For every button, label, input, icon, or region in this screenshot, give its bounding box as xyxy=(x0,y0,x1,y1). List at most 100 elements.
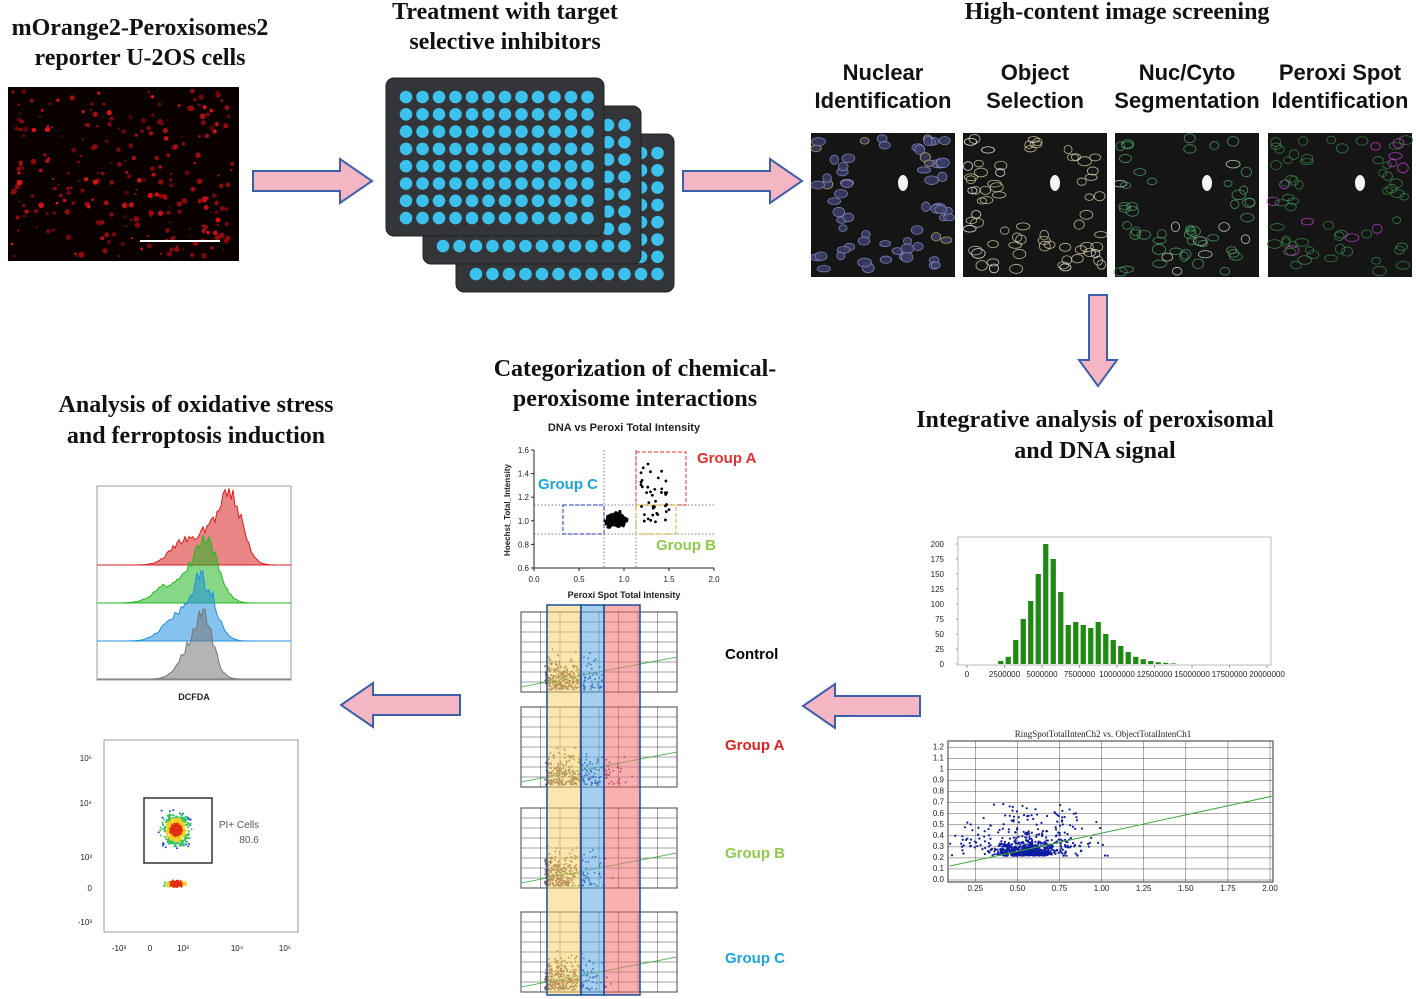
y-tick-label: 25 xyxy=(935,645,944,654)
scatter-dot xyxy=(1068,846,1072,849)
well xyxy=(449,211,462,225)
well xyxy=(548,125,561,138)
well xyxy=(634,267,648,281)
well xyxy=(564,125,578,138)
scatter-dot xyxy=(665,491,669,495)
cell-outline xyxy=(981,146,995,154)
cell-outline xyxy=(1198,250,1213,259)
fluorescent-spot xyxy=(195,152,201,158)
cell-outline xyxy=(1231,189,1247,201)
scatter-dot xyxy=(1039,841,1043,845)
flow-dot xyxy=(161,827,164,830)
flow-dot xyxy=(169,884,172,887)
scatter-dot xyxy=(1022,854,1025,857)
fluorescent-spot xyxy=(150,95,155,99)
fluorescent-spot xyxy=(109,212,114,217)
scatter-dot xyxy=(962,844,965,847)
fluorescent-spot xyxy=(11,188,17,195)
scatter-dot xyxy=(606,519,610,524)
histogram-bar xyxy=(1155,662,1161,664)
fluorescent-spot xyxy=(146,90,150,94)
flow-dot xyxy=(173,822,176,825)
fluorescent-spot xyxy=(109,180,115,185)
cell-outline xyxy=(1226,246,1238,254)
scatter-dot xyxy=(1049,852,1052,855)
fluorescent-spot xyxy=(206,230,210,235)
step-title: mOrange2-Peroxisomes2 xyxy=(12,15,269,41)
scatter-dot xyxy=(1008,837,1012,840)
flow-dot xyxy=(182,833,185,836)
scatter-dot xyxy=(1030,814,1033,817)
scatter-dot xyxy=(984,846,987,850)
scatter-dot xyxy=(544,665,546,668)
fluorescent-spot xyxy=(209,211,212,213)
fluorescent-spot xyxy=(226,114,231,119)
flow-dot xyxy=(174,827,177,830)
fluorescent-spot xyxy=(133,216,140,222)
scatter-dot xyxy=(1061,848,1064,851)
flow-dot xyxy=(183,822,186,825)
fluorescent-spot xyxy=(17,103,20,106)
chart-title: DNA vs Peroxi Total Intensity xyxy=(548,422,701,434)
fluorescent-spot xyxy=(224,105,230,111)
scatter-dot xyxy=(1045,836,1048,839)
well xyxy=(651,233,664,246)
scatter-dot xyxy=(1061,823,1064,826)
cell-outline xyxy=(1288,149,1300,160)
fluorescent-spot xyxy=(91,145,96,151)
scatter-dot xyxy=(544,988,547,991)
cell-outline xyxy=(1270,137,1281,147)
scatter-dot xyxy=(989,848,992,851)
fluorescent-spot xyxy=(157,193,163,199)
panel-label: Nuclear xyxy=(843,60,924,85)
scatter-dot xyxy=(1071,825,1075,828)
histogram-bar xyxy=(1140,659,1146,664)
y-tick-label: 1.1 xyxy=(933,754,945,763)
cell-outline xyxy=(1161,252,1174,262)
histogram-bar xyxy=(1028,601,1034,664)
fluorescent-spot xyxy=(180,135,183,138)
scatter-dot xyxy=(989,843,992,847)
y-tick-label: 0.4 xyxy=(933,831,945,840)
y-tick-label: 100 xyxy=(931,600,945,609)
flow-dot xyxy=(161,821,164,824)
scatter-dot xyxy=(654,499,657,503)
cell-outline xyxy=(859,137,870,145)
well xyxy=(548,108,561,121)
cell-outline xyxy=(1027,136,1040,144)
x-tick-label: 1.5 xyxy=(663,575,675,584)
fluorescent-spot xyxy=(89,108,92,112)
histogram-bar xyxy=(1005,656,1011,664)
scatter-dot xyxy=(646,485,650,489)
flow-dot xyxy=(159,834,162,837)
scatter-dot xyxy=(1030,850,1034,853)
well xyxy=(399,177,413,190)
fluorescent-spot xyxy=(125,170,129,175)
flow-dot xyxy=(163,835,166,838)
fluorescent-spot xyxy=(35,226,38,229)
fluorescent-spot xyxy=(177,104,181,108)
flow-dot xyxy=(173,839,176,842)
fluorescent-spot xyxy=(55,201,59,205)
scatter-dot xyxy=(1074,827,1077,830)
flow-dot xyxy=(157,831,160,834)
scatter-dot xyxy=(640,505,643,508)
flow-dot xyxy=(183,844,186,847)
fluorescent-spot xyxy=(214,121,220,127)
cell-outline xyxy=(857,257,872,268)
x-tick-label: 15000000 xyxy=(1174,670,1210,679)
scatter-dot xyxy=(1074,843,1077,847)
scatter-dot xyxy=(1037,851,1040,854)
scatter-dot xyxy=(1059,845,1063,848)
well xyxy=(432,211,446,225)
scatter-dot xyxy=(996,848,999,851)
scatter-dot xyxy=(997,851,1000,854)
scatter-dot xyxy=(610,516,615,521)
fluorescent-spot xyxy=(128,143,134,149)
cell-outline xyxy=(1183,144,1197,154)
fluorescent-spot xyxy=(210,246,215,250)
well xyxy=(498,194,512,208)
scatter-dot xyxy=(1038,833,1041,836)
cell-outline xyxy=(971,210,982,219)
x-tick-label: 1.50 xyxy=(1178,884,1194,893)
